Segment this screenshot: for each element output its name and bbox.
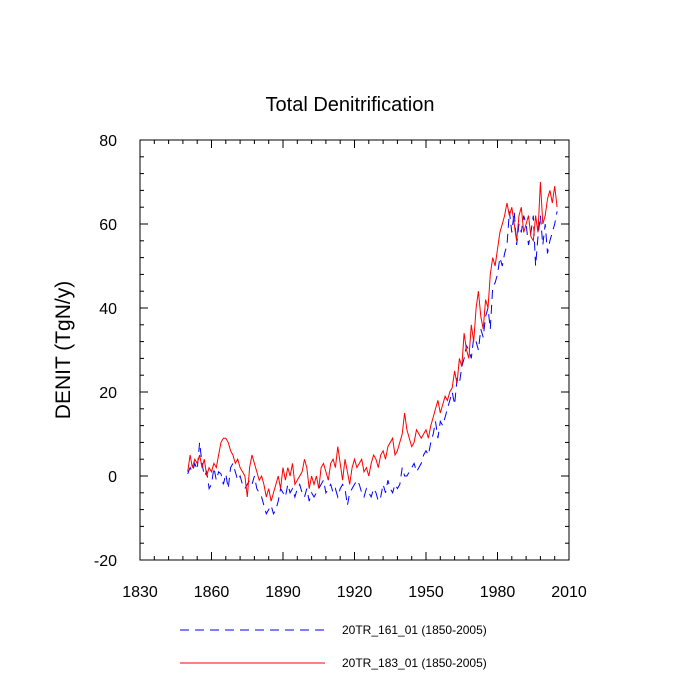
axes: 1830 1860 1890 1920 1950 1980 2010 -20 0 20 40 60 80 <box>94 133 587 601</box>
x-tick-label: 2010 <box>551 584 587 601</box>
legend-label-2: 20TR_183_01 (1850-2005) <box>342 656 487 670</box>
x-tick-label: 1920 <box>337 584 373 601</box>
plot-frame <box>139 139 570 561</box>
y-tick-label: 80 <box>99 133 117 150</box>
x-tick-label: 1830 <box>122 584 158 601</box>
x-tick-label: 1860 <box>194 584 230 601</box>
y-tick-label: 20 <box>99 385 117 402</box>
x-tick-label: 1890 <box>265 584 301 601</box>
y-tick-label: 60 <box>99 217 117 234</box>
y-tick-label: 40 <box>99 301 117 318</box>
series-line-2 <box>187 181 558 502</box>
legend: 20TR_161_01 (1850-2005) 20TR_183_01 (1850… <box>180 623 487 670</box>
y-tick-label: 0 <box>108 469 117 486</box>
y-axis-title: DENIT (TgN/y) <box>52 281 75 419</box>
series-line-1 <box>187 211 558 516</box>
x-tick-label: 1950 <box>408 584 444 601</box>
chart-title: Total Denitrification <box>266 94 435 116</box>
legend-label-1: 20TR_161_01 (1850-2005) <box>342 623 487 637</box>
series-group <box>187 181 558 516</box>
x-tick-label: 1980 <box>480 584 516 601</box>
y-tick-label: -20 <box>94 553 117 570</box>
